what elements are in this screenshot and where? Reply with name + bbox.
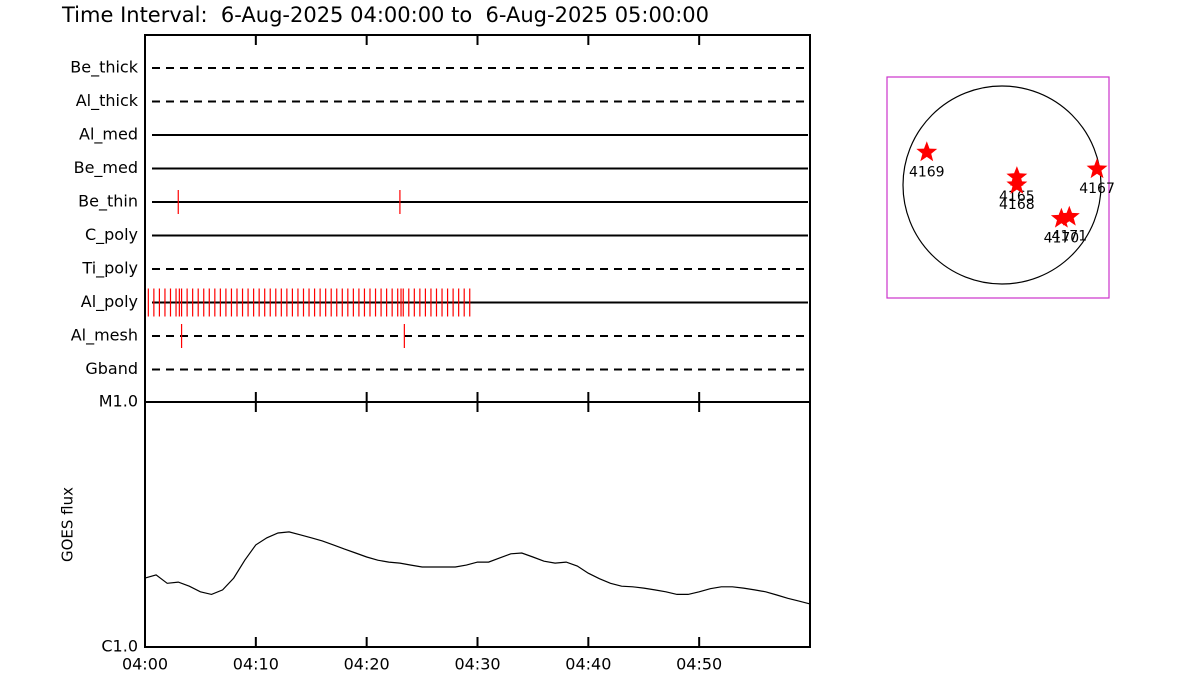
region-label: 4167 (1079, 181, 1115, 197)
filter-label: C_poly (85, 225, 138, 245)
filter-label: Be_thin (78, 192, 138, 212)
x-tick-label: 04:00 (122, 655, 168, 674)
goes-frame (144, 401, 811, 648)
active-region (1058, 205, 1080, 226)
filter-label: Al_poly (81, 292, 138, 312)
timeline-frame (144, 34, 811, 403)
filter-label: Al_med (79, 125, 138, 145)
region-label: 4165 (999, 189, 1035, 205)
y-axis-label: GOES flux (59, 487, 77, 562)
filter-label: Gband (85, 359, 138, 378)
y-tick-label: C1.0 (101, 637, 138, 656)
region-label: 4168 (999, 197, 1035, 213)
x-tick-label: 04:10 (233, 655, 279, 674)
filter-label: Al_thick (76, 91, 139, 111)
active-region (1086, 158, 1108, 179)
y-tick-label: M1.0 (99, 392, 138, 411)
x-tick-label: 04:20 (344, 655, 390, 674)
filter-label: Be_med (74, 158, 138, 178)
filter-label: Al_mesh (71, 326, 138, 346)
solar-limb (902, 85, 1102, 285)
disk-frame (886, 76, 1110, 299)
filter-label: Be_thick (70, 58, 138, 78)
x-tick-label: 04:30 (454, 655, 500, 674)
active-region (1050, 207, 1072, 228)
title: Time Interval: 6-Aug-2025 04:00:00 to 6-… (61, 3, 709, 27)
region-label: 4171 (1051, 229, 1087, 245)
goes-curve (144, 531, 811, 605)
region-label: 4169 (909, 164, 945, 180)
filter-label: Ti_poly (81, 259, 138, 279)
x-tick-label: 04:50 (676, 655, 722, 674)
region-label: 4170 (1044, 231, 1080, 247)
active-region (916, 141, 938, 162)
active-region (1006, 174, 1028, 194)
x-tick-label: 04:40 (565, 655, 611, 674)
